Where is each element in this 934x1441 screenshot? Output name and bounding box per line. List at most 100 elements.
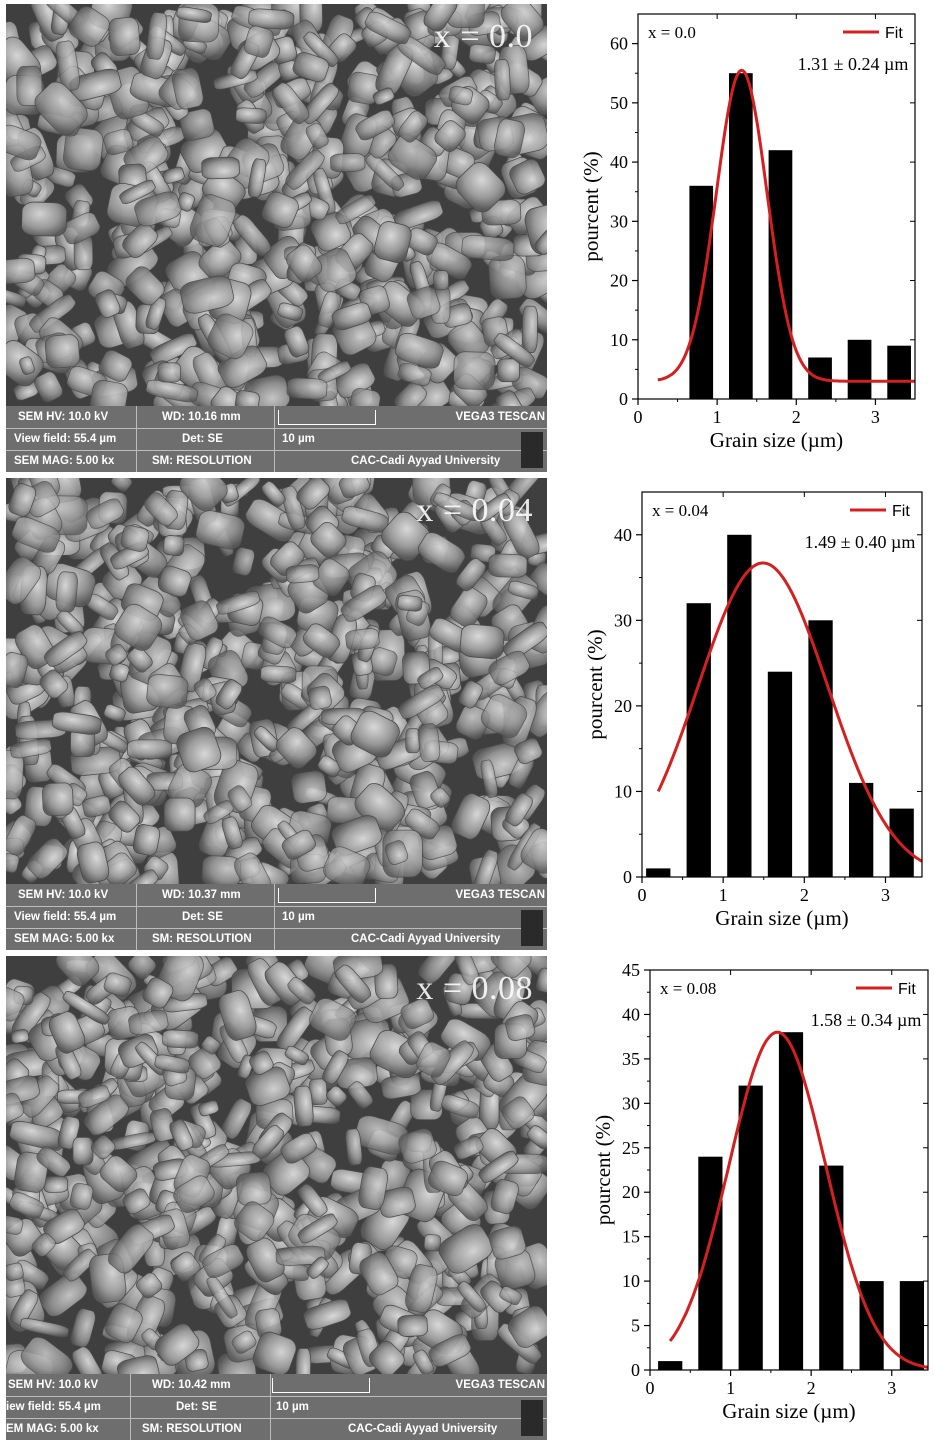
sem-data-bar: SEM HV: 10.0 kV WD: 10.37 mm VEGA3 TESCA… xyxy=(6,884,547,950)
legend-fit-label: Fit xyxy=(885,25,903,42)
y-tick-label: 10 xyxy=(610,330,628,350)
sem-data-bar: SEM HV: 10.0 kV WD: 10.42 mm VEGA3 TESCA… xyxy=(6,1374,547,1440)
scale-bar xyxy=(272,1378,370,1393)
histogram-bar xyxy=(819,1165,844,1370)
sem-scan-mode: SM: RESOLUTION xyxy=(152,933,252,945)
sem-hv: SEM HV: 10.0 kV xyxy=(18,411,109,423)
x-tick-label: 3 xyxy=(881,885,890,905)
y-axis-label: pourcent (%) xyxy=(579,151,603,261)
sem-detector: Det: SE xyxy=(182,433,223,445)
y-tick-label: 30 xyxy=(622,1093,640,1113)
micrograph-grains xyxy=(6,478,547,884)
sem-micrograph-panel: x = 0.0 SEM HV: 10.0 kV WD: 10.16 mm VEG… xyxy=(6,4,547,472)
histogram-bar xyxy=(859,1281,884,1370)
x-tick-label: 1 xyxy=(726,1378,735,1398)
sem-view-field: View field: 55.4 µm xyxy=(14,433,117,445)
histogram-bar xyxy=(899,1281,924,1370)
sem-brand: VEGA3 TESCAN xyxy=(455,411,545,423)
y-tick-label: 25 xyxy=(622,1138,640,1158)
sem-scale-label: 10 µm xyxy=(282,911,315,923)
sample-annotation: x = 0.08 xyxy=(660,979,716,998)
sem-micrograph-image xyxy=(6,478,547,884)
x-tick-label: 3 xyxy=(871,407,880,427)
sem-scan-mode: SM: RESOLUTION xyxy=(142,1423,242,1435)
sem-micrograph-image xyxy=(6,956,547,1374)
x-tick-label: 0 xyxy=(646,1378,655,1398)
y-tick-label: 0 xyxy=(619,389,628,409)
sem-scan-mode: SM: RESOLUTION xyxy=(152,455,252,467)
grain-size-annotation: 1.58 ± 0.34 µm xyxy=(811,1010,922,1030)
x-tick-label: 0 xyxy=(638,885,647,905)
tescan-logo-icon xyxy=(521,432,543,468)
sem-data-bar: SEM HV: 10.0 kV WD: 10.16 mm VEGA3 TESCA… xyxy=(6,406,547,472)
gaussian-fit-curve xyxy=(656,561,923,863)
micrograph-grains xyxy=(6,956,547,1374)
sem-wd: WD: 10.37 mm xyxy=(162,889,241,901)
micrograph-grains xyxy=(6,4,547,406)
y-tick-label: 40 xyxy=(622,1004,640,1024)
plot-frame xyxy=(641,491,923,878)
sem-institution: CAC-Cadi Ayyad University xyxy=(351,933,501,945)
y-tick-label: 20 xyxy=(622,1182,640,1202)
sem-hv: SEM HV: 10.0 kV xyxy=(8,1379,99,1391)
sem-hv: SEM HV: 10.0 kV xyxy=(18,889,109,901)
sem-brand: VEGA3 TESCAN xyxy=(455,889,545,901)
tescan-logo-icon xyxy=(521,1400,543,1436)
x-tick-label: 3 xyxy=(887,1378,896,1398)
histogram-bar xyxy=(658,1361,683,1370)
sem-wd: WD: 10.16 mm xyxy=(162,411,241,423)
histogram-svg: 0 10 20 30 40 50 60 0 1 2 3 Grain size (µm) pourcent… xyxy=(579,13,916,452)
y-tick-label: 40 xyxy=(610,152,628,172)
histogram-bar xyxy=(646,868,671,877)
histogram-svg: 0 5 10 15 20 25 30 35 40 45 0 1 2 3 Grain size (µm) pou… xyxy=(591,960,929,1423)
x-axis-label: Grain size (µm) xyxy=(710,428,843,452)
y-tick-label: 10 xyxy=(622,1271,640,1291)
histogram-bar xyxy=(686,603,711,877)
sem-mag: SEM MAG: 5.00 kx xyxy=(14,933,115,945)
histogram-bar xyxy=(767,671,793,877)
gaussian-fit-curve xyxy=(668,1030,929,1369)
x-tick-label: 1 xyxy=(719,885,728,905)
y-axis-label: pourcent (%) xyxy=(583,629,607,739)
sem-micrograph-panel: x = 0.08 SEM HV: 10.0 kV WD: 10.42 mm VE… xyxy=(6,956,547,1440)
sem-detector: Det: SE xyxy=(182,911,223,923)
histogram-svg: 0 10 20 30 40 0 1 2 3 Grain size (µm) pourcent (%)… xyxy=(583,491,923,930)
y-axis-label: pourcent (%) xyxy=(591,1115,615,1225)
y-tick-label: 30 xyxy=(610,211,628,231)
y-tick-label: 50 xyxy=(610,93,628,113)
y-tick-label: 40 xyxy=(614,525,632,545)
y-tick-label: 0 xyxy=(631,1360,640,1380)
sem-sample-label: x = 0.08 xyxy=(416,970,533,1007)
histogram-bar xyxy=(808,620,833,877)
histogram-bar xyxy=(849,782,874,877)
histogram-bar xyxy=(727,534,752,877)
sem-micrograph-panel: x = 0.04 SEM HV: 10.0 kV WD: 10.37 mm VE… xyxy=(6,478,547,950)
y-tick-label: 10 xyxy=(614,781,632,801)
y-tick-label: 15 xyxy=(622,1227,640,1247)
y-tick-label: 30 xyxy=(614,610,632,630)
sem-sample-label: x = 0.04 xyxy=(416,492,533,529)
sem-view-field: View field: 55.4 µm xyxy=(14,911,117,923)
tescan-logo-icon xyxy=(521,910,543,946)
sem-wd: WD: 10.42 mm xyxy=(152,1379,231,1391)
grain-size-annotation: 1.49 ± 0.40 µm xyxy=(805,532,916,552)
histogram-chart: 0 10 20 30 40 50 60 0 1 2 3 Grain size (µm) pourcent… xyxy=(560,4,932,466)
histogram-bar xyxy=(729,73,753,399)
sem-detector: Det: SE xyxy=(176,1401,217,1413)
scale-bar xyxy=(278,410,376,425)
y-tick-label: 0 xyxy=(623,867,632,887)
histogram-chart: 0 5 10 15 20 25 30 35 40 45 0 1 2 3 Grain size (µm) pou… xyxy=(560,960,932,1430)
sem-sample-label: x = 0.0 xyxy=(433,18,533,55)
histogram-bar xyxy=(768,150,793,399)
histogram-bar xyxy=(847,339,872,399)
sem-brand: VEGA3 TESCAN xyxy=(455,1379,545,1391)
histogram-chart: 0 10 20 30 40 0 1 2 3 Grain size (µm) pourcent (%)… xyxy=(560,482,932,944)
sem-institution: CAC-Cadi Ayyad University xyxy=(351,455,501,467)
sample-annotation: x = 0.0 xyxy=(648,23,696,42)
sem-mag: EM MAG: 5.00 kx xyxy=(6,1423,99,1435)
scale-bar xyxy=(278,888,376,903)
gaussian-fit-curve xyxy=(657,68,915,383)
sem-scale-label: 10 µm xyxy=(282,433,315,445)
x-tick-label: 0 xyxy=(634,407,643,427)
x-tick-label: 1 xyxy=(713,407,722,427)
